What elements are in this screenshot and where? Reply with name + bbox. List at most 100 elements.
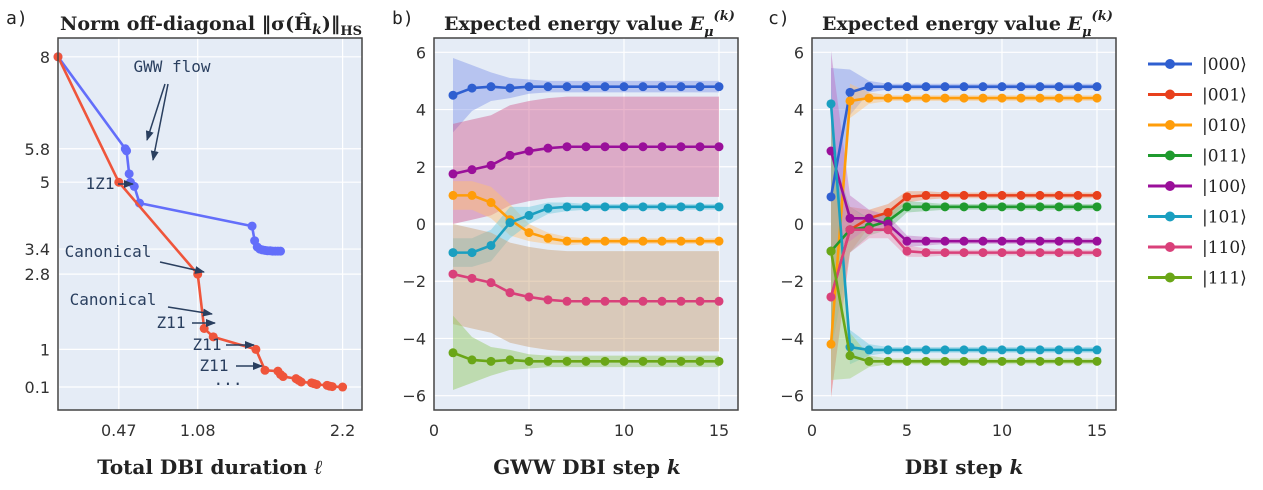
panel-c-x-tick-label: 0 — [807, 421, 817, 440]
panel-b-x-tick-label: 10 — [614, 421, 634, 440]
panel-c-data-point — [921, 248, 931, 258]
panel-b-title: Expected energy value Eμ(k) — [444, 9, 735, 40]
panel-c-data-point — [883, 356, 893, 366]
panel-a-y-tick-label: 8 — [40, 48, 50, 67]
panel-b-data-point — [619, 236, 629, 246]
panel-b-data-point — [676, 236, 686, 246]
legend: |000⟩ |001⟩ |010⟩ |011⟩ |100⟩ |101⟩ |110⟩ |111⟩ — [1148, 55, 1247, 289]
panel-c-data-point — [845, 213, 855, 223]
panel-b-data-point — [714, 296, 724, 306]
panel-b-data-point — [676, 356, 686, 366]
panel-b-data-point — [676, 296, 686, 306]
panel-a-annotation-arrow — [150, 83, 169, 161]
panel-b-frame — [433, 37, 739, 411]
panel-b-data-point — [676, 202, 686, 212]
panel-a-annotation-label: 1Z1 — [86, 174, 115, 193]
panel-a-x-tick-label: 1.08 — [180, 421, 216, 440]
panel-b-data-point — [543, 143, 553, 153]
panel-c-data-point — [1073, 356, 1083, 366]
panel-c-data-point — [1054, 248, 1064, 258]
panel-c-data-point — [959, 82, 969, 92]
panel-a-annotation-label: GWW flow — [133, 57, 210, 76]
panel-b-data-point — [638, 142, 648, 152]
panel-b-data-point — [695, 296, 705, 306]
panel-a-y-tick-label: 3.4 — [25, 240, 50, 259]
panel-c-data-point — [826, 192, 836, 202]
panel-b: b) Expected energy value Eμ(k) 0 5 10 15 6 4 2… — [392, 8, 739, 479]
panel-c-uncertainty-band — [831, 50, 1097, 252]
panel-b-data-point — [676, 142, 686, 152]
panel-c-data-point — [959, 356, 969, 366]
panel-b-data-point — [486, 198, 496, 208]
panel-c-data-point — [883, 93, 893, 103]
panel-b-data-point — [467, 83, 477, 93]
panel-c-uncertainty-band — [831, 122, 1097, 380]
panel-c-data-point — [883, 225, 893, 235]
panel-b-data-point — [581, 202, 591, 212]
panel-a-data-point — [122, 146, 132, 156]
panel-b-data-point — [524, 146, 534, 156]
legend-item-label: |100⟩ — [1202, 177, 1247, 197]
panel-b-data-point — [600, 236, 610, 246]
legend-swatch-marker — [1165, 150, 1175, 161]
panel-b-y-tick-label: −6 — [402, 387, 426, 406]
panel-a-data-point — [124, 169, 134, 179]
panel-a-y-tick-label: 1 — [40, 340, 50, 359]
panel-c-data-point — [883, 208, 893, 218]
panel-c-data-point — [978, 356, 988, 366]
panel-c-data-point — [1054, 345, 1064, 355]
panel-c-y-tick-label: −4 — [780, 329, 804, 348]
panel-b-data-point — [524, 292, 534, 302]
panel-b-data-point — [695, 82, 705, 92]
panel-b-data-point — [524, 82, 534, 92]
panel-c-data-point — [864, 225, 874, 235]
panel-a-annotation-label: Z11 — [157, 313, 186, 332]
panel-b-x-tick-label: 15 — [709, 421, 729, 440]
panel-c-data-point — [826, 246, 836, 256]
panel-c-data-point — [902, 82, 912, 92]
panel-b-data-point — [619, 202, 629, 212]
panel-c-data-point — [1092, 82, 1102, 92]
panel-c-data-point — [1092, 345, 1102, 355]
panel-a-annotation-label: Canonical — [70, 290, 157, 309]
panel-b-data-point — [486, 82, 496, 92]
panel-c-data-point — [1035, 248, 1045, 258]
panel-c-data-point — [940, 82, 950, 92]
panel-b-uncertainty-band — [453, 58, 719, 133]
panel-b-data-point — [505, 83, 515, 93]
panel-b-data-point — [714, 142, 724, 152]
panel-b-data-point — [486, 356, 496, 366]
panel-c-data-point — [883, 82, 893, 92]
panel-c-data-point — [921, 356, 931, 366]
panel-b-uncertainty-band — [453, 315, 719, 390]
panel-b-data-point — [638, 202, 648, 212]
panel-a-data-point — [296, 377, 306, 387]
panel-b-data-point — [524, 210, 534, 220]
panel-a-data-point — [251, 344, 261, 354]
panel-b-ticks: 0 5 10 15 6 4 2 0 −2 −4 −6 — [402, 43, 729, 440]
panel-c-data-point — [978, 93, 988, 103]
panel-b-data-point — [562, 296, 572, 306]
panel-c-y-tick-label: −6 — [780, 387, 804, 406]
panel-b-data-point — [657, 236, 667, 246]
panel-c-data-point — [902, 192, 912, 202]
panel-c-data-point — [864, 356, 874, 366]
legend-item-label: |101⟩ — [1202, 208, 1247, 228]
panel-c-data-point — [826, 339, 836, 349]
panel-a-data-point — [338, 382, 348, 392]
panel-c-data-point — [902, 246, 912, 256]
panel-c-data-point — [902, 236, 912, 246]
panel-c-data-point — [940, 248, 950, 258]
panel-c-data-point — [1073, 345, 1083, 355]
panel-a-x-tick-label: 2.2 — [330, 421, 355, 440]
panel-c-data-point — [940, 236, 950, 246]
panel-c-data-point — [1035, 82, 1045, 92]
panel-b-data-point — [657, 202, 667, 212]
panel-b-data-point — [619, 296, 629, 306]
panel-a-annotation-arrow — [159, 261, 205, 274]
panel-c-data-point — [978, 190, 988, 200]
panel-b-data-point — [581, 236, 591, 246]
panel-b-data-point — [657, 296, 667, 306]
panel-a-y-tick-label: 5 — [40, 173, 50, 192]
panel-a: a) Norm off-diagonal ‖σ(Ĥk)‖HS 0.47 1.08 2… — [6, 8, 363, 479]
